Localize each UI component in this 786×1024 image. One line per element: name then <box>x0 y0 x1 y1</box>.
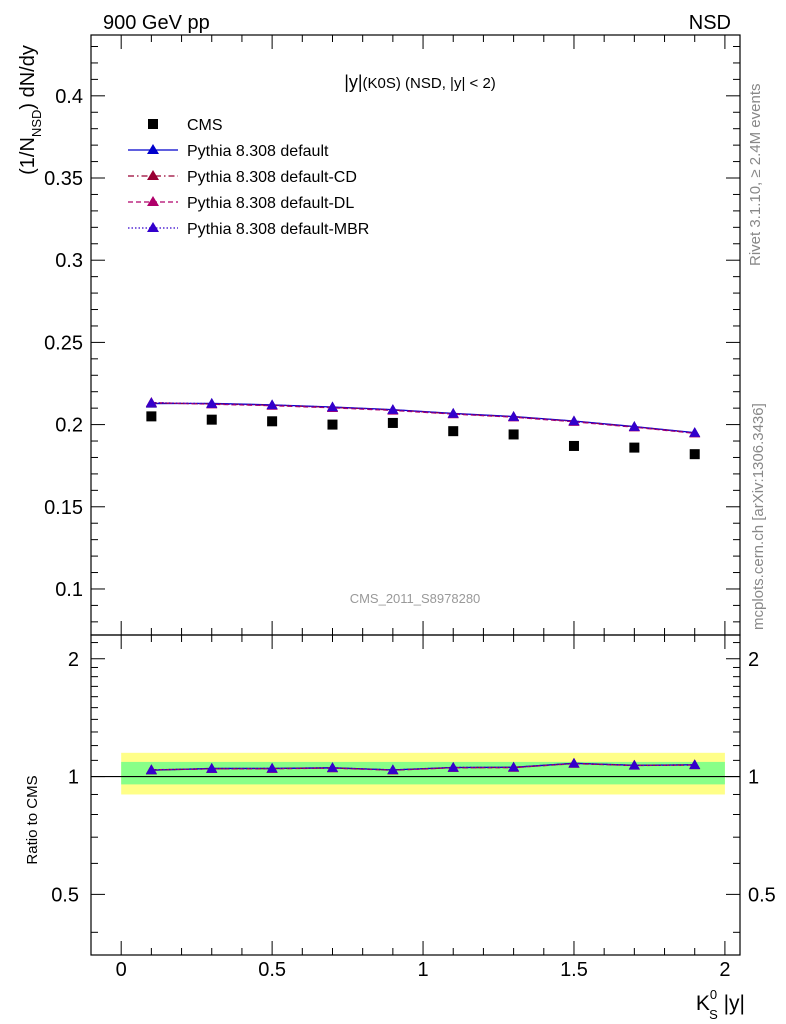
cms-data-point <box>327 419 338 430</box>
ratio-series-point-3 <box>628 759 640 770</box>
xtick-label: 0.5 <box>258 959 286 981</box>
main-series-line-4 <box>151 402 695 434</box>
ratio-series-point-3 <box>568 757 580 768</box>
ratio-series-point-3 <box>387 764 399 775</box>
xlabel-main: K <box>696 992 710 1015</box>
ratio-ytick-label: 1 <box>68 767 79 789</box>
xtick-label: 1.5 <box>560 959 588 981</box>
axis-ticks <box>90 35 740 955</box>
ratio-series-line-2 <box>151 762 695 771</box>
side-label-rivet: Rivet 3.1.10, ≥ 2.4M events <box>747 84 764 267</box>
ylabel-post: ) dN/dy <box>17 45 39 109</box>
cms-data-point <box>387 417 398 428</box>
main-series-line-2 <box>151 402 695 434</box>
ratio-bands <box>91 752 740 795</box>
cms-data-point <box>448 426 459 437</box>
legend-entry-default-cd: Pythia 8.308 default-CD <box>128 169 357 186</box>
cms-data-point <box>629 442 640 453</box>
cms-data-point <box>568 440 579 451</box>
ratio-series-point-3 <box>689 759 701 770</box>
ratio-ytick-label-right: 1 <box>748 767 759 789</box>
legend-marker-default-dl <box>147 196 159 206</box>
main-series-line-1 <box>151 402 695 434</box>
main-ytick-label: 0.3 <box>55 250 83 272</box>
series-lines <box>151 401 695 771</box>
xtick-label: 0 <box>116 959 127 981</box>
xlabel-sub: S <box>709 1007 718 1022</box>
main-series-point-4 <box>447 408 459 418</box>
legend-label-default-mbr: Pythia 8.308 default-MBR <box>187 221 369 238</box>
main-series-point-4 <box>508 411 520 421</box>
legend-marker-default <box>147 144 159 154</box>
xtick-label: 1 <box>417 959 428 981</box>
main-series-point-4 <box>266 399 278 410</box>
xlabel-post: |y| <box>718 992 745 1015</box>
legend-label-default-cd: Pythia 8.308 default-CD <box>187 169 357 186</box>
legend-entry-default: Pythia 8.308 default <box>128 143 329 160</box>
main-series-point-4 <box>206 398 218 408</box>
legend-label-default: Pythia 8.308 default <box>187 143 329 160</box>
xlabel-sup: 0 <box>710 987 717 1002</box>
main-series-point-4 <box>326 401 338 412</box>
cms-data-point <box>206 414 217 425</box>
header-left: 900 GeV pp <box>103 12 210 34</box>
legend-label-cms: CMS <box>187 117 223 134</box>
ylabel-sub: NSD <box>29 110 44 137</box>
cms-data-point <box>146 411 157 422</box>
cms-data-point <box>267 416 278 427</box>
ratio-ytick-label: 0.5 <box>51 884 79 906</box>
plot-title-rest: (K0S) (NSD, |y| < 2) <box>363 75 496 92</box>
cms-data-point <box>508 429 519 440</box>
legend-marker-default-mbr <box>147 222 159 232</box>
cms-data-point <box>689 449 700 460</box>
tick-labels: 0.1 0.15 0.2 0.25 0.3 0.35 0.4 0.5 0.5 1 1 2 2 0 0.5 1 1… <box>44 86 776 981</box>
main-ytick-label: 0.1 <box>55 579 83 601</box>
legend-marker-cms <box>148 119 158 129</box>
main-series-point-4 <box>568 415 580 426</box>
main-ytick-label: 0.2 <box>55 415 83 437</box>
ratio-ytick-label-right: 0.5 <box>748 884 776 906</box>
analysis-watermark: CMS_2011_S8978280 <box>350 591 481 606</box>
xtick-label: 2 <box>719 959 730 981</box>
main-series-point-4 <box>628 421 640 431</box>
main-y-axis-label: (1/NNSD) dN/dy <box>17 45 44 175</box>
ratio-series-point-3 <box>145 764 157 775</box>
legend-marker-default-cd <box>147 170 159 180</box>
header-right: NSD <box>689 12 731 34</box>
main-series-point-4 <box>387 404 399 414</box>
main-ytick-label: 0.4 <box>55 86 83 108</box>
ratio-series-point-3 <box>447 761 459 772</box>
ylabel-pre: (1/N <box>17 137 39 175</box>
main-ytick-label: 0.25 <box>44 332 83 354</box>
legend: CMS Pythia 8.308 default Pythia 8.308 de… <box>128 117 369 238</box>
ratio-series-point-3 <box>206 763 218 773</box>
ratio-ytick-label: 2 <box>68 649 79 671</box>
series-markers <box>145 397 701 775</box>
ratio-y-axis-label: Ratio to CMS <box>24 775 41 864</box>
plot-title-main: |y| <box>344 72 362 92</box>
legend-entry-default-mbr: Pythia 8.308 default-MBR <box>128 221 369 238</box>
x-axis-label: K0 S |y| <box>696 987 745 1022</box>
ratio-series-point-3 <box>326 762 338 772</box>
main-series-line-3 <box>151 401 695 434</box>
plot-title: |y|(K0S) (NSD, |y| < 2) <box>344 72 496 92</box>
side-label-mcplots: mcplots.cern.ch [arXiv:1306.3436] <box>750 403 767 630</box>
ratio-series-point-3 <box>508 761 520 772</box>
main-ytick-label: 0.35 <box>44 168 83 190</box>
main-ytick-label: 0.15 <box>44 497 83 519</box>
ratio-plot-frame <box>90 634 741 956</box>
legend-entry-default-dl: Pythia 8.308 default-DL <box>128 195 354 212</box>
legend-entry-cms: CMS <box>148 117 223 134</box>
ratio-series-point-3 <box>266 762 278 773</box>
main-series-point-4 <box>145 397 157 407</box>
main-series-point-4 <box>689 427 701 437</box>
legend-label-default-dl: Pythia 8.308 default-DL <box>187 195 354 212</box>
ratio-ytick-label-right: 2 <box>748 649 759 671</box>
